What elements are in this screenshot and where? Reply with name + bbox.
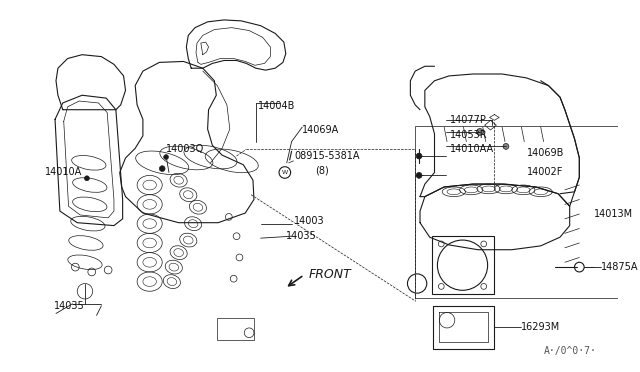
Text: 14013M: 14013M: [594, 209, 633, 219]
Text: 14004B: 14004B: [258, 101, 295, 111]
Bar: [217, 318, 254, 340]
Text: (8): (8): [315, 166, 328, 176]
Text: 14035: 14035: [54, 301, 85, 311]
Text: A·/0^0·7·: A·/0^0·7·: [544, 346, 596, 356]
Circle shape: [477, 129, 483, 135]
Text: 14069A: 14069A: [302, 125, 339, 135]
Text: 14010A: 14010A: [45, 167, 83, 177]
Text: 14875A: 14875A: [600, 262, 638, 272]
Text: FRONT: FRONT: [309, 268, 352, 281]
Text: 14035: 14035: [286, 231, 317, 241]
Circle shape: [164, 155, 168, 160]
Text: 08915-5381A: 08915-5381A: [294, 151, 360, 161]
Text: 14053R: 14053R: [450, 130, 488, 140]
Circle shape: [503, 144, 509, 149]
Circle shape: [416, 173, 422, 178]
Bar: [415, 126, 640, 298]
Text: 14077P: 14077P: [450, 115, 487, 125]
Text: 14069B: 14069B: [527, 148, 564, 158]
Text: W: W: [282, 170, 288, 175]
Circle shape: [416, 153, 422, 159]
Text: 14003Q: 14003Q: [166, 144, 204, 154]
Circle shape: [84, 176, 90, 181]
Text: 14003: 14003: [294, 216, 324, 226]
Text: 14002F: 14002F: [527, 167, 564, 177]
Circle shape: [159, 166, 165, 171]
Bar: [431, 236, 494, 294]
Text: 16293M: 16293M: [522, 322, 561, 332]
Text: 14010AA: 14010AA: [450, 144, 494, 154]
